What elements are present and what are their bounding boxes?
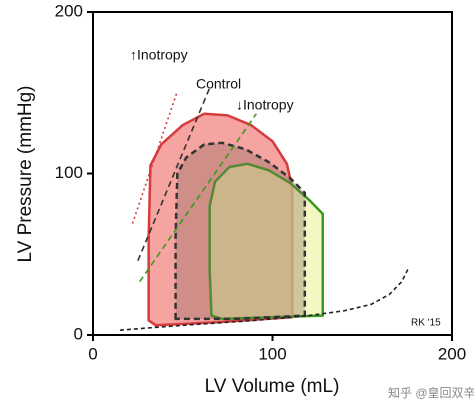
annotation: ↑Inotropy [130,47,188,63]
y-tick-label: 0 [74,324,83,343]
annotation: Control [196,76,241,92]
x-tick-label: 100 [258,344,286,363]
espvr-line [137,87,211,262]
edpvr-line [119,266,410,331]
y-tick-label: 200 [55,1,83,20]
espvr-line [131,90,179,224]
x-axis-label: LV Volume (mL) [205,376,340,397]
pv-loop [174,141,307,321]
annotation: ↓Inotropy [236,97,294,113]
y-axis-label: LV Pressure (mmHg) [15,85,36,262]
credit: RK '15 [411,318,441,329]
plot-frame [92,11,453,336]
x-tick-label: 0 [88,344,97,363]
watermark: 知乎 @皇回双辛 [388,386,474,400]
espvr-line [139,113,258,283]
y-tick-label: 100 [55,163,83,182]
x-tick-label: 200 [438,344,466,363]
